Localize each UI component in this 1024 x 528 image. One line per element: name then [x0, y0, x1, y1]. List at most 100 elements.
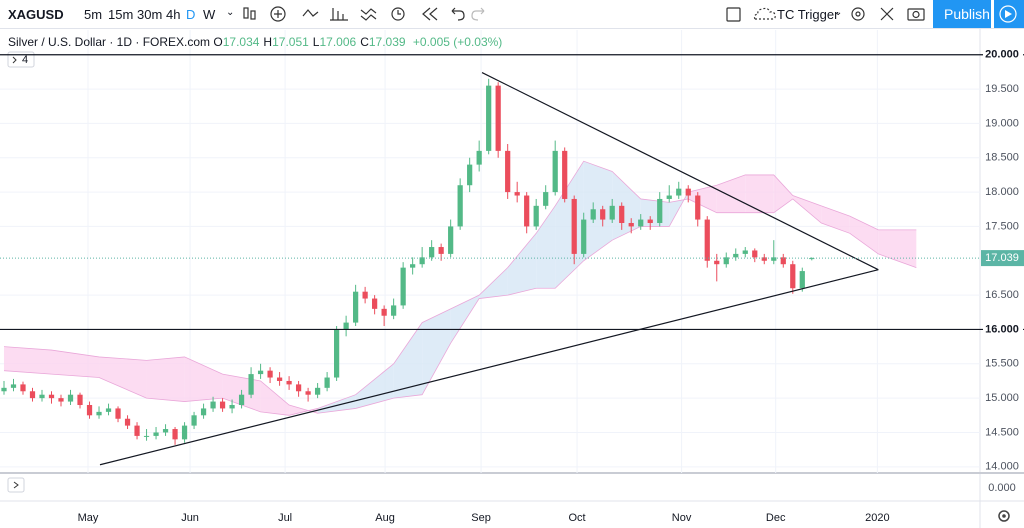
- interval-button[interactable]: 4h: [166, 7, 181, 22]
- redo[interactable]: [471, 7, 485, 21]
- y-tick-label: 19.500: [985, 83, 1019, 95]
- cloud-segment: [450, 295, 480, 344]
- candle-body: [609, 205, 615, 220]
- interval-button[interactable]: 15m: [108, 7, 134, 22]
- cloud-segment: [393, 322, 423, 399]
- publish-button[interactable]: [933, 0, 991, 28]
- cloud-segment: [355, 363, 394, 409]
- hline-label: 20.000: [985, 49, 1019, 61]
- cloud-segment: [99, 356, 147, 399]
- undo[interactable]: [451, 7, 465, 21]
- candle-body: [324, 377, 330, 388]
- candle-body: [1, 387, 7, 392]
- candle-body: [295, 384, 302, 392]
- candle-body: [362, 291, 368, 299]
- candle-body: [381, 308, 387, 316]
- replay[interactable]: [422, 7, 438, 21]
- candle-body: [666, 195, 672, 199]
- x-tick-label: 2020: [865, 512, 889, 524]
- candle-body: [657, 198, 663, 223]
- candle-body: [676, 188, 682, 196]
- candle-body: [181, 425, 188, 440]
- legend-title: Silver / U.S. Dollar · 1D · FOREX.com: [8, 35, 211, 49]
- candle-body: [733, 253, 739, 258]
- legend-ohlc: O17.034 H17.051 L17.006 C17.039: [213, 35, 409, 49]
- candle-body: [505, 150, 511, 193]
- interval-button[interactable]: W: [203, 7, 216, 22]
- cloud-segment: [878, 229, 917, 268]
- cloud-segment: [507, 233, 537, 296]
- candle-body: [229, 405, 235, 409]
- y-tick-label: 14.500: [985, 426, 1019, 438]
- templates[interactable]: [360, 8, 377, 21]
- candle-body: [77, 394, 83, 406]
- cloud-segment: [583, 161, 613, 261]
- toolbar-icons: [243, 0, 1024, 28]
- candle-body: [752, 250, 758, 258]
- candle-body: [96, 411, 102, 416]
- candle-body: [685, 188, 691, 196]
- candle-body: [238, 394, 245, 406]
- ohlc-key: L: [312, 35, 320, 49]
- chart-style[interactable]: [243, 7, 256, 20]
- candle-body: [600, 209, 606, 220]
- cloud-icon: [753, 7, 776, 20]
- pane-toggle-icon: [13, 481, 19, 489]
- candle-body: [391, 305, 397, 316]
- interval-button[interactable]: 30m: [137, 7, 163, 22]
- pane-toggle[interactable]: [7, 477, 25, 493]
- candle-body: [172, 429, 178, 440]
- template-dropdown[interactable]: ⌄: [834, 7, 843, 18]
- candle-body: [628, 222, 634, 227]
- y-tick-label: 18.500: [985, 152, 1019, 164]
- interval-button[interactable]: D: [186, 7, 196, 22]
- collapse-button[interactable]: [7, 51, 35, 68]
- layout[interactable]: [726, 7, 741, 22]
- collapse-count: 4: [22, 54, 28, 66]
- cloud-segment: [821, 205, 850, 234]
- candle-body: [410, 264, 416, 268]
- template-name[interactable]: TC Trigger: [777, 7, 839, 22]
- candle-body: [219, 401, 226, 409]
- candle-body: [124, 418, 131, 426]
- ohlc-key: H: [263, 35, 273, 49]
- alert[interactable]: [391, 7, 405, 21]
- legend: Silver / U.S. Dollar · 1D · FOREX.com O1…: [8, 35, 506, 49]
- x-tick-label: Aug: [375, 512, 395, 524]
- compare[interactable]: [302, 9, 319, 17]
- candle-body: [780, 257, 786, 265]
- symbol[interactable]: XAGUSD: [8, 7, 64, 22]
- settings[interactable]: [851, 7, 865, 21]
- publish-label[interactable]: Publish: [944, 6, 990, 22]
- fullscreen[interactable]: [880, 7, 894, 21]
- cloud-segment: [555, 161, 584, 289]
- x-tick-label: Jul: [278, 512, 292, 524]
- interval-dropdown[interactable]: ⌄: [226, 7, 235, 18]
- candle-body: [134, 425, 140, 436]
- cloud-edge: [3, 174, 917, 414]
- y-tick-label: 19.000: [985, 117, 1019, 129]
- bars[interactable]: [330, 8, 348, 21]
- cloud-segment: [688, 185, 717, 213]
- candle-body: [543, 192, 549, 206]
- interval-button[interactable]: 5m: [84, 7, 103, 22]
- candle-body: [562, 150, 568, 199]
- ohlc-key: O: [213, 35, 223, 49]
- cloud-segment: [51, 350, 100, 378]
- candle-body: [286, 380, 292, 385]
- candle-body: [86, 405, 93, 416]
- snapshot[interactable]: [907, 8, 925, 21]
- candle-body: [115, 408, 121, 419]
- cloud-segment: [260, 380, 290, 416]
- x-tick-label: Nov: [672, 512, 692, 524]
- cloud-segment: [773, 174, 793, 213]
- volume-tick-label: 0.000: [988, 482, 1016, 494]
- candle-body: [533, 205, 539, 227]
- candle-body: [457, 185, 463, 227]
- indicators[interactable]: [270, 6, 286, 22]
- settings-gear[interactable]: [998, 510, 1010, 522]
- candle-body: [704, 219, 710, 261]
- collapse-icon: [12, 56, 17, 64]
- candle-body: [400, 267, 406, 306]
